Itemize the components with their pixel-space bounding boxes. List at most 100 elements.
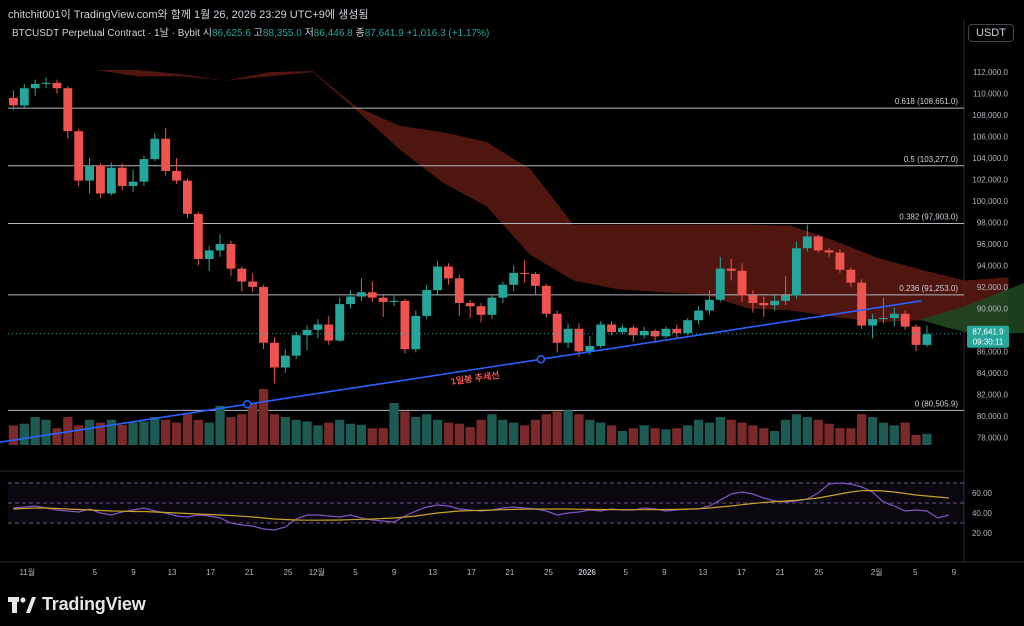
candle-body — [389, 300, 399, 302]
candle-body — [454, 278, 464, 304]
candle — [106, 162, 116, 196]
volume-bar — [400, 411, 410, 445]
volume-bar — [585, 419, 595, 445]
volume-bar — [878, 422, 889, 445]
candle — [879, 297, 888, 324]
candle-body — [618, 327, 627, 333]
chart-header: BTCUSDT Perpetual Contract · 1날 · Bybit … — [12, 27, 489, 39]
candle-body — [824, 250, 834, 253]
volume-bar — [791, 414, 802, 445]
volume-bar — [95, 422, 106, 445]
time-tick-label: 21 — [505, 568, 514, 577]
volume-bar — [900, 422, 910, 445]
candle — [117, 163, 127, 191]
volume-bar — [280, 417, 290, 445]
volume-bar — [476, 419, 486, 445]
fib-level-label: 0 (80,505.9) — [915, 399, 958, 408]
candle-body — [694, 310, 703, 321]
price-tick-label: 80,000.0 — [977, 412, 1009, 421]
volume-bar — [737, 422, 747, 445]
price-tick-label: 96,000.0 — [977, 240, 1009, 249]
price-tick-label: 78,000.0 — [977, 433, 1009, 442]
volume-bar — [52, 428, 62, 445]
candle-body — [280, 355, 290, 368]
candle — [661, 326, 671, 339]
candle-body — [792, 248, 801, 296]
volume-bar — [84, 419, 95, 445]
volume-bar — [889, 425, 899, 445]
volume-bar — [313, 425, 323, 445]
volume-bar — [215, 405, 225, 445]
rsi-ma-line — [13, 489, 949, 521]
candle-body — [150, 138, 160, 160]
fib-level-label: 0.5 (103,277.0) — [904, 155, 959, 164]
candle-body — [683, 320, 693, 334]
time-tick-label: 21 — [776, 568, 785, 577]
candle-body — [672, 328, 682, 334]
candle — [922, 325, 932, 348]
volume-bar — [617, 431, 628, 445]
price-chart[interactable]: BTCUSDT Perpetual Contract · 1날 · Bybit … — [0, 20, 1024, 582]
volume-bar — [204, 422, 214, 445]
volume-bar — [857, 414, 867, 445]
candle-body — [509, 272, 519, 285]
candle-body — [770, 300, 780, 306]
time-tick-label: 2월 — [871, 567, 883, 577]
rsi-tick-label: 20.00 — [972, 529, 993, 538]
candle — [465, 299, 475, 319]
candle-body — [183, 180, 192, 214]
bar-countdown: 09:30:11 — [973, 338, 1004, 347]
tradingview-wordmark: TradingView — [42, 594, 146, 614]
candle-body — [444, 266, 453, 279]
currency-button[interactable]: USDT — [968, 24, 1014, 42]
candle-body — [661, 328, 671, 337]
candle-body — [378, 297, 388, 302]
volume-bar — [541, 414, 551, 445]
volume-bar — [574, 414, 584, 445]
candle-body — [259, 286, 268, 343]
volume-bar — [19, 423, 29, 445]
candle — [444, 263, 453, 285]
trendline — [0, 300, 922, 443]
volume-bar — [432, 419, 443, 445]
candle-body — [302, 329, 312, 336]
candle-body — [215, 243, 225, 251]
candle-body — [400, 300, 410, 350]
candle — [487, 294, 497, 320]
candle-body — [607, 324, 616, 333]
time-tick-label: 13 — [698, 568, 707, 577]
candle — [280, 349, 290, 373]
volume-bar — [117, 424, 127, 445]
volume-bar — [563, 410, 573, 445]
candle — [454, 275, 464, 316]
volume-bar — [193, 419, 203, 445]
candle-body — [433, 266, 442, 291]
candle — [302, 325, 312, 351]
candle-body — [52, 82, 62, 89]
volume-bar — [291, 419, 301, 445]
volume-bar — [911, 434, 921, 445]
volume-bar — [748, 425, 758, 445]
volume-bar — [411, 417, 421, 445]
volume-bar — [106, 419, 116, 445]
candle — [476, 303, 486, 323]
volume-bar — [389, 403, 399, 445]
volume-bar — [813, 419, 823, 445]
candle — [802, 224, 812, 252]
candle-body — [563, 328, 573, 343]
fib-level-label: 0.236 (91,253.0) — [899, 284, 958, 293]
fib-level-label: 0.382 (97,903.0) — [899, 213, 958, 222]
candle — [215, 234, 225, 257]
volume-bar — [606, 425, 617, 445]
candle — [520, 260, 529, 283]
volume-bar — [443, 422, 454, 445]
tradingview-logo: TradingView — [8, 594, 146, 615]
candle — [618, 324, 627, 335]
candle — [400, 298, 410, 354]
candle — [726, 258, 736, 281]
candle — [422, 284, 432, 320]
candle-body — [889, 313, 899, 319]
candle — [183, 178, 192, 219]
candle-body — [335, 304, 345, 341]
